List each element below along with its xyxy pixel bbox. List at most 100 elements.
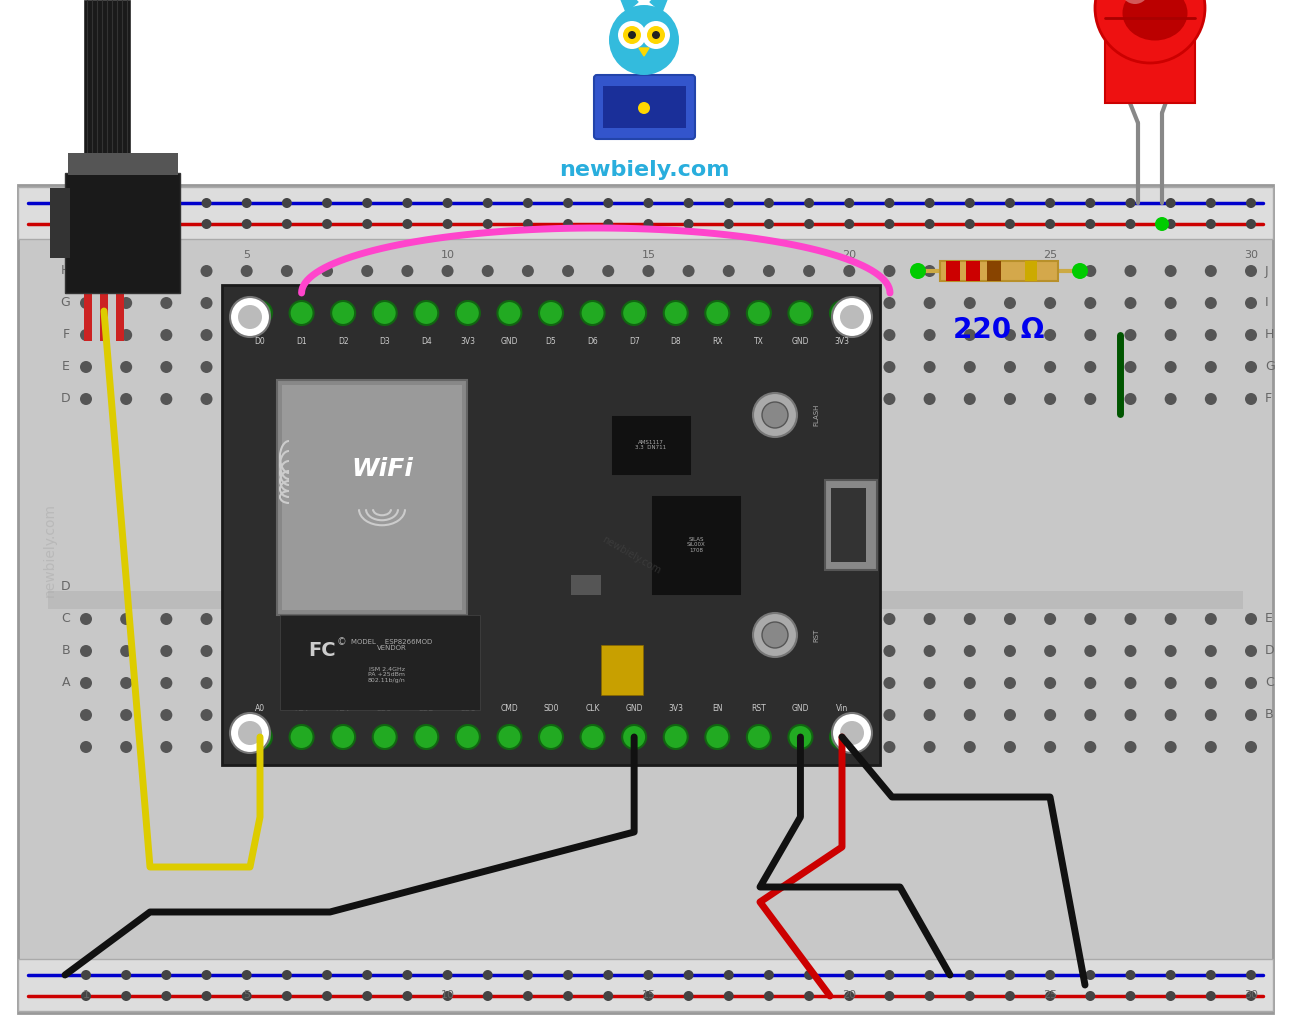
Circle shape [763, 329, 775, 341]
Circle shape [1165, 198, 1176, 208]
Circle shape [81, 219, 92, 229]
Circle shape [602, 265, 615, 277]
Circle shape [1004, 361, 1016, 373]
Circle shape [247, 301, 272, 325]
Text: CMD: CMD [500, 704, 518, 713]
Circle shape [160, 393, 173, 405]
Circle shape [247, 725, 272, 749]
Circle shape [723, 297, 735, 309]
Text: 20: 20 [842, 250, 856, 260]
Circle shape [201, 297, 213, 309]
Circle shape [705, 725, 730, 749]
Circle shape [482, 709, 494, 721]
Circle shape [803, 297, 815, 309]
Circle shape [683, 329, 695, 341]
Circle shape [753, 393, 797, 437]
Polygon shape [650, 0, 674, 12]
Circle shape [664, 725, 688, 749]
Text: SILAS
SiL00X
1708: SILAS SiL00X 1708 [687, 537, 705, 553]
Circle shape [120, 709, 133, 721]
Circle shape [563, 991, 574, 1001]
Circle shape [763, 645, 775, 657]
Circle shape [442, 361, 454, 373]
Circle shape [763, 613, 775, 625]
Circle shape [1245, 645, 1257, 657]
Circle shape [1084, 329, 1097, 341]
Circle shape [1084, 393, 1097, 405]
Circle shape [843, 361, 856, 373]
Circle shape [764, 219, 773, 229]
Circle shape [563, 198, 574, 208]
Circle shape [623, 725, 646, 749]
Circle shape [1004, 677, 1016, 689]
Text: SD1: SD1 [460, 704, 476, 713]
Bar [222, 285, 880, 765]
Circle shape [401, 741, 414, 752]
Text: newbiely.com: newbiely.com [599, 535, 663, 576]
Circle shape [643, 970, 654, 980]
Circle shape [652, 31, 660, 39]
Circle shape [121, 198, 131, 208]
Circle shape [1205, 613, 1217, 625]
Circle shape [964, 970, 974, 980]
Circle shape [804, 970, 815, 980]
Bar [603, 86, 686, 128]
Circle shape [442, 677, 454, 689]
Text: 5: 5 [244, 990, 250, 1000]
Text: 220 Ω: 220 Ω [954, 316, 1044, 344]
Circle shape [331, 301, 356, 325]
Circle shape [539, 301, 563, 325]
Circle shape [1124, 329, 1137, 341]
Circle shape [201, 613, 213, 625]
Circle shape [924, 265, 936, 277]
Text: RST: RST [813, 628, 819, 641]
Circle shape [964, 991, 974, 1001]
Circle shape [683, 393, 695, 405]
Circle shape [361, 265, 374, 277]
Circle shape [1165, 613, 1177, 625]
Text: FLASH: FLASH [813, 404, 819, 427]
Circle shape [522, 709, 534, 721]
Circle shape [1072, 263, 1088, 279]
Text: GND: GND [791, 337, 809, 346]
Bar [965, 261, 980, 281]
Circle shape [373, 725, 397, 749]
Circle shape [924, 361, 936, 373]
Circle shape [831, 713, 871, 752]
Circle shape [522, 361, 534, 373]
Text: newbiely.com: newbiely.com [43, 503, 57, 597]
Circle shape [664, 301, 688, 325]
Circle shape [883, 393, 896, 405]
Circle shape [964, 219, 974, 229]
Circle shape [1045, 991, 1056, 1001]
Circle shape [746, 301, 771, 325]
Circle shape [80, 329, 92, 341]
Circle shape [456, 725, 480, 749]
Circle shape [361, 329, 374, 341]
Circle shape [1205, 677, 1217, 689]
Circle shape [482, 329, 494, 341]
Circle shape [602, 393, 615, 405]
Text: 25: 25 [1043, 250, 1057, 260]
Circle shape [910, 263, 926, 279]
Circle shape [1246, 198, 1255, 208]
Circle shape [803, 645, 815, 657]
Circle shape [1165, 219, 1176, 229]
Circle shape [121, 970, 131, 980]
Circle shape [843, 613, 856, 625]
Circle shape [789, 725, 812, 749]
Circle shape [361, 297, 374, 309]
Circle shape [361, 361, 374, 373]
Circle shape [482, 361, 494, 373]
Circle shape [1124, 645, 1137, 657]
Text: H: H [61, 264, 70, 278]
Circle shape [763, 393, 775, 405]
Circle shape [763, 741, 775, 752]
Circle shape [1044, 297, 1056, 309]
Circle shape [562, 709, 574, 721]
Circle shape [602, 613, 615, 625]
Circle shape [1205, 361, 1217, 373]
Text: 30: 30 [1244, 250, 1258, 260]
Circle shape [723, 198, 733, 208]
Bar [18, 959, 1274, 1011]
